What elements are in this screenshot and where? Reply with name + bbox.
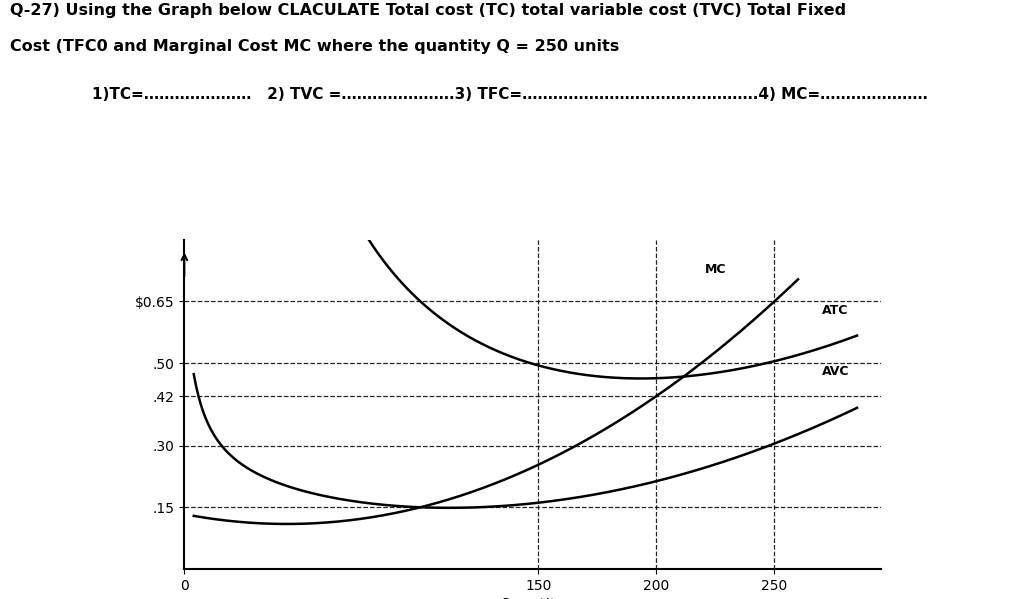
Text: AVC: AVC <box>821 365 849 379</box>
Text: 1)TC=…………………   2) TVC =………………….3) TFC=……………………………………….4) MC=…………………: 1)TC=………………… 2) TVC =………………….3) TFC=…………… <box>92 87 928 102</box>
Text: MC: MC <box>705 262 726 276</box>
X-axis label: Quantity: Quantity <box>500 598 565 599</box>
Text: ATC: ATC <box>821 304 848 317</box>
Text: Cost (TFC0 and Marginal Cost MC where the quantity Q = 250 units: Cost (TFC0 and Marginal Cost MC where th… <box>10 39 620 54</box>
Text: Q-27) Using the Graph below CLACULATE Total cost (TC) total variable cost (TVC) : Q-27) Using the Graph below CLACULATE To… <box>10 3 847 18</box>
